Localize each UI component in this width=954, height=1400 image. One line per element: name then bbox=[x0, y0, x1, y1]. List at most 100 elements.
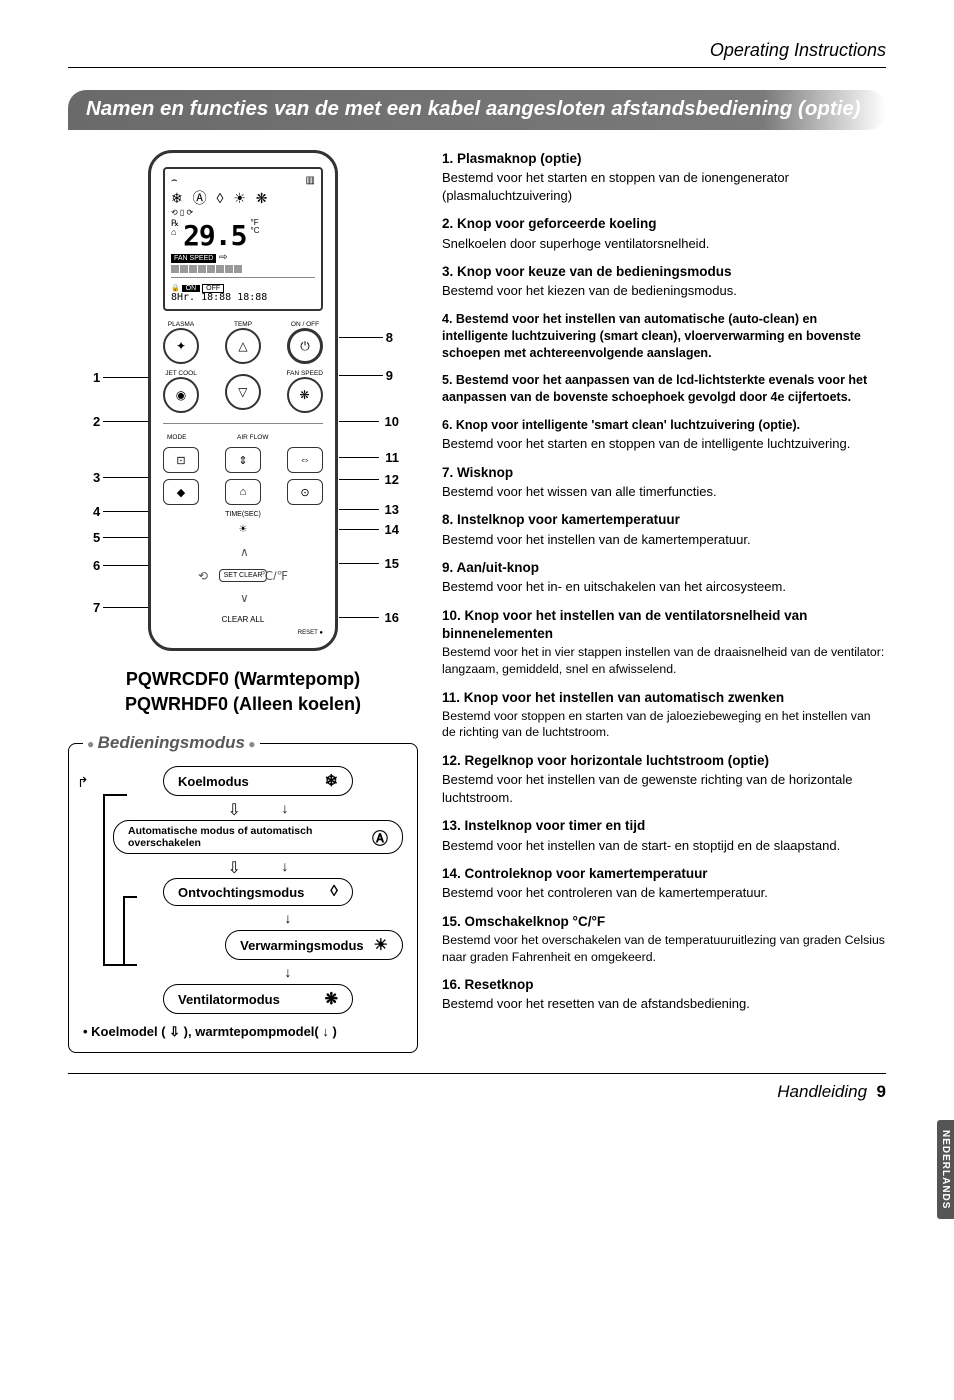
function-title: 15. Omschakelknop °C/°F bbox=[442, 913, 886, 931]
snowflake-icon: ❄ bbox=[325, 771, 338, 791]
callout-12: 12 bbox=[385, 472, 399, 487]
function-desc: Bestemd voor het kiezen van de bediening… bbox=[442, 282, 886, 300]
callout-2: 2 bbox=[93, 414, 100, 429]
callout-11: 11 bbox=[385, 450, 399, 465]
function-item: 2. Knop voor geforceerde koeling Snelkoel… bbox=[442, 215, 886, 252]
section-title-bar: Namen en functies van de met een kabel a… bbox=[68, 90, 886, 130]
page-footer: Handleiding 9 bbox=[68, 1073, 886, 1102]
function-title: 8. Instelknop voor kamertemperatuur bbox=[442, 511, 886, 529]
function-title: 3. Knop voor keuze van de bedieningsmodu… bbox=[442, 263, 886, 281]
function-title: 13. Instelknop voor timer en tijd bbox=[442, 817, 886, 835]
angle-button[interactable]: ⌂ bbox=[225, 479, 261, 505]
function-item: 16. ResetknopBestemd voor het resetten v… bbox=[442, 976, 886, 1013]
fan-icon: ❋ bbox=[325, 989, 338, 1009]
function-desc: Bestemd voor het instellen van de gewens… bbox=[442, 771, 886, 806]
airflow-vert-button[interactable]: ⇕ bbox=[225, 447, 261, 473]
function-item: 10. Knop voor het instellen van de venti… bbox=[442, 607, 886, 678]
function-item: 1. Plasmaknop (optie)Bestemd voor het st… bbox=[442, 150, 886, 204]
lcd-temperature: 29.5 bbox=[183, 219, 246, 252]
func-button[interactable]: ◆ bbox=[163, 479, 199, 505]
mode-legend: Bedieningsmodus bbox=[83, 733, 260, 753]
sun-icon: ☀ bbox=[374, 935, 388, 955]
right-column: 1. Plasmaknop (optie) Bestemd voor het st… bbox=[442, 150, 886, 1053]
mode-item: Ventilatormodus ❋ bbox=[163, 984, 353, 1014]
callout-9: 9 bbox=[386, 368, 393, 383]
function-title: 6. Knop voor intelligente 'smart clean' … bbox=[442, 417, 886, 434]
function-desc: Bestemd voor het wissen van alle timerfu… bbox=[442, 483, 886, 501]
callout-15: 15 bbox=[385, 556, 399, 571]
plasma-button[interactable]: ✦ bbox=[163, 328, 199, 364]
function-list: 1. Plasmaknop (optie) Bestemd voor het st… bbox=[442, 150, 886, 1013]
function-item: 14. Controleknop voor kamertemperatuurBe… bbox=[442, 865, 886, 902]
function-desc: Bestemd voor het overschakelen van de te… bbox=[442, 932, 886, 965]
function-item: 3. Knop voor keuze van de bedieningsmodu… bbox=[442, 263, 886, 300]
droplet-icon: ◊ bbox=[330, 883, 338, 901]
function-desc: Bestemd voor het starten en stoppen van … bbox=[442, 435, 886, 453]
function-item: 6. Knop voor intelligente 'smart clean' … bbox=[442, 417, 886, 452]
function-desc: Snelkoelen door superhoge ventilatorsnel… bbox=[442, 235, 886, 253]
function-title: 9. Aan/uit-knop bbox=[442, 559, 886, 577]
function-item: 4. Bestemd voor het instellen van automa… bbox=[442, 311, 886, 362]
function-item: 15. Omschakelknop °C/°FBestemd voor het … bbox=[442, 913, 886, 965]
remote-lcd: ⌢▥ ❄ Ⓐ ◊ ☀ ❋ ⟲ ▯ ⟳ ℞⌂ 29.5 °F°C FAN SPEE… bbox=[163, 167, 323, 311]
function-item: 5. Bestemd voor het aanpassen van de lcd… bbox=[442, 372, 886, 406]
airflow-horiz-button[interactable]: ⇔ bbox=[287, 447, 323, 473]
function-item: 13. Instelknop voor timer en tijd Bestemd… bbox=[442, 817, 886, 854]
callout-16: 16 bbox=[385, 610, 399, 625]
lcd-fanspeed-label: FAN SPEED bbox=[171, 254, 216, 263]
clear-all-button[interactable]: CLEAR ALL bbox=[163, 615, 323, 624]
dpad: ∧ ∨ ⟲ ℃/℉ SET CLEAR bbox=[198, 545, 288, 605]
function-item: 11. Knop voor het instellen van automati… bbox=[442, 689, 886, 741]
callout-6: 6 bbox=[93, 558, 100, 573]
function-desc: Bestemd voor het in vier stappen instell… bbox=[442, 644, 886, 677]
timer-button[interactable]: ⊙ bbox=[287, 479, 323, 505]
mode-item: Verwarmingsmodus ☀ bbox=[225, 930, 403, 960]
mode-item: Automatische modus of automatisch oversc… bbox=[113, 820, 403, 854]
fanspeed-button[interactable]: ❋ bbox=[287, 377, 323, 413]
language-tab: NEDERLANDS bbox=[937, 1120, 954, 1219]
power-button[interactable]: ⏻ bbox=[287, 328, 323, 364]
function-title: 12. Regelknop voor horizontale luchtstro… bbox=[442, 752, 886, 770]
callout-13: 13 bbox=[385, 502, 399, 517]
callout-14: 14 bbox=[385, 522, 399, 537]
function-title: 14. Controleknop voor kamertemperatuur bbox=[442, 865, 886, 883]
callout-3: 3 bbox=[93, 470, 100, 485]
mode-item: Koelmodus ❄ bbox=[163, 766, 353, 796]
callout-1: 1 bbox=[93, 370, 100, 385]
callout-8: 8 bbox=[386, 330, 393, 345]
function-title: 11. Knop voor het instellen van automati… bbox=[442, 689, 886, 707]
function-desc: Bestemd voor het controleren van de kame… bbox=[442, 884, 886, 902]
lcd-timer: 8Hr. 18:88 18:88 bbox=[171, 292, 315, 303]
temp-up-button[interactable]: △ bbox=[225, 328, 261, 364]
function-desc: Bestemd voor het instellen van de start-… bbox=[442, 837, 886, 855]
function-title: 16. Resetknop bbox=[442, 976, 886, 994]
callout-7: 7 bbox=[93, 600, 100, 615]
function-item: 7. WisknopBestemd voor het wissen van al… bbox=[442, 464, 886, 501]
function-desc: Bestemd voor het instellen van de kamert… bbox=[442, 531, 886, 549]
function-desc: Bestemd voor stoppen en starten van de j… bbox=[442, 708, 886, 741]
jetcool-button[interactable]: ◉ bbox=[163, 377, 199, 413]
auto-icon: Ⓐ bbox=[372, 825, 388, 849]
callout-4: 4 bbox=[93, 504, 100, 519]
function-desc: Bestemd voor het in- en uitschakelen van… bbox=[442, 578, 886, 596]
function-title: 10. Knop voor het instellen van de venti… bbox=[442, 607, 886, 643]
function-item: 9. Aan/uit-knopBestemd voor het in- en u… bbox=[442, 559, 886, 596]
header-operating-instructions: Operating Instructions bbox=[68, 40, 886, 61]
mode-button[interactable]: ⊡ bbox=[163, 447, 199, 473]
lcd-mode-icons: ❄ Ⓐ ◊ ☀ ❋ bbox=[171, 188, 315, 208]
function-item: 12. Regelknop voor horizontale luchtstro… bbox=[442, 752, 886, 806]
function-title: 2. Knop voor geforceerde koeling bbox=[442, 215, 886, 233]
left-column: 1 2 3 4 5 6 7 8 9 10 bbox=[68, 150, 418, 1053]
remote-diagram: 1 2 3 4 5 6 7 8 9 10 bbox=[93, 150, 393, 651]
temp-down-button[interactable]: ▽ bbox=[225, 374, 261, 410]
function-title: 1. Plasmaknop (optie) bbox=[442, 150, 886, 168]
function-title: 7. Wisknop bbox=[442, 464, 886, 482]
function-desc: Bestemd voor het resetten van de afstand… bbox=[442, 995, 886, 1013]
function-title: 5. Bestemd voor het aanpassen van de lcd… bbox=[442, 372, 886, 406]
callout-5: 5 bbox=[93, 530, 100, 545]
mode-item: Ontvochtingsmodus ◊ bbox=[163, 878, 353, 906]
smartclean-button[interactable]: ⟲ bbox=[198, 569, 208, 583]
callout-10: 10 bbox=[385, 414, 399, 429]
function-item: 8. Instelknop voor kamertemperatuur Beste… bbox=[442, 511, 886, 548]
model-numbers: PQWRCDF0 (Warmtepomp) PQWRHDF0 (Alleen k… bbox=[68, 667, 418, 717]
